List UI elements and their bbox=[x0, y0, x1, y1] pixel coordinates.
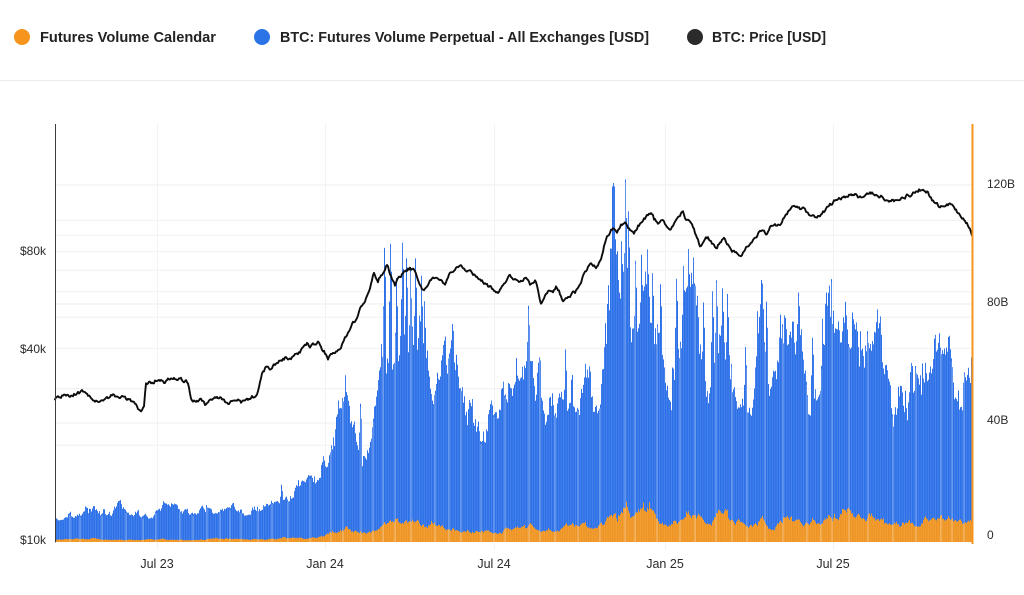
svg-text:Jan 24: Jan 24 bbox=[306, 557, 344, 571]
svg-text:BTC: Futures Volume Perpetual: BTC: Futures Volume Perpetual - All Exch… bbox=[280, 29, 649, 46]
svg-text:80B: 80B bbox=[987, 295, 1008, 309]
svg-text:$40k: $40k bbox=[20, 342, 47, 356]
svg-text:Jul 24: Jul 24 bbox=[477, 557, 510, 571]
svg-text:120B: 120B bbox=[987, 177, 1015, 191]
svg-text:Jul 25: Jul 25 bbox=[816, 557, 849, 571]
svg-text:Futures Volume Calendar: Futures Volume Calendar bbox=[40, 29, 216, 46]
svg-text:0: 0 bbox=[987, 528, 994, 542]
svg-text:Jul 23: Jul 23 bbox=[140, 557, 173, 571]
svg-text:$80k: $80k bbox=[20, 244, 47, 258]
svg-text:BTC: Price [USD]: BTC: Price [USD] bbox=[712, 29, 826, 46]
svg-text:$10k: $10k bbox=[20, 533, 47, 547]
svg-text:40B: 40B bbox=[987, 413, 1008, 427]
svg-text:Jan 25: Jan 25 bbox=[646, 557, 684, 571]
